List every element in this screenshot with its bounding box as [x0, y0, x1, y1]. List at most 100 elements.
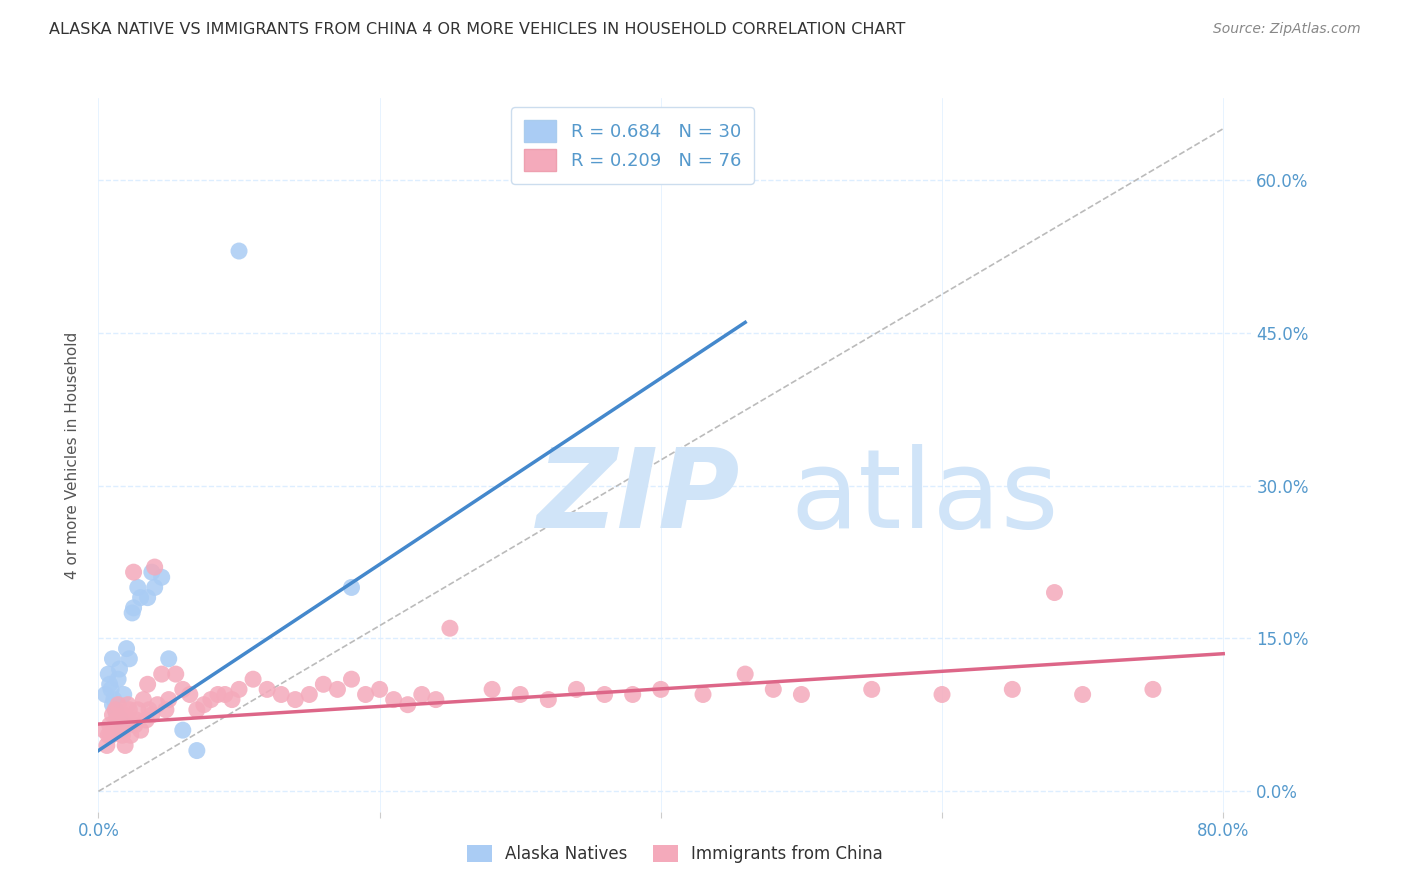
Point — [105, 707, 128, 722]
Point — [129, 591, 152, 605]
Point — [270, 688, 292, 702]
Point — [120, 728, 142, 742]
Point — [425, 692, 447, 706]
Point — [621, 688, 644, 702]
Y-axis label: 4 or more Vehicles in Household: 4 or more Vehicles in Household — [65, 331, 80, 579]
Point — [172, 723, 194, 738]
Point — [228, 244, 250, 258]
Point — [110, 713, 132, 727]
Point — [105, 713, 128, 727]
Text: ALASKA NATIVE VS IMMIGRANTS FROM CHINA 4 OR MORE VEHICLES IN HOUSEHOLD CORRELATI: ALASKA NATIVE VS IMMIGRANTS FROM CHINA 4… — [49, 22, 905, 37]
Point — [146, 698, 169, 712]
Point — [107, 698, 129, 712]
Point — [115, 713, 138, 727]
Point — [256, 682, 278, 697]
Point — [101, 707, 124, 722]
Point — [125, 713, 148, 727]
Point — [155, 703, 177, 717]
Point — [193, 698, 215, 712]
Point — [537, 692, 560, 706]
Point — [221, 692, 243, 706]
Point — [101, 652, 124, 666]
Text: atlas: atlas — [790, 444, 1059, 551]
Point — [382, 692, 405, 706]
Point — [114, 718, 136, 732]
Point — [340, 672, 363, 686]
Point — [104, 703, 127, 717]
Point — [117, 698, 139, 712]
Point — [135, 713, 157, 727]
Point — [860, 682, 883, 697]
Point — [692, 688, 714, 702]
Point — [111, 728, 134, 742]
Point — [326, 682, 349, 697]
Point — [124, 718, 146, 732]
Point — [100, 728, 122, 742]
Point — [122, 565, 145, 579]
Point — [96, 739, 118, 753]
Text: Source: ZipAtlas.com: Source: ZipAtlas.com — [1213, 22, 1361, 37]
Point — [97, 667, 120, 681]
Point — [118, 703, 141, 717]
Point — [94, 688, 117, 702]
Point — [111, 723, 134, 738]
Point — [214, 688, 236, 702]
Point — [136, 591, 159, 605]
Point — [112, 707, 135, 722]
Point — [97, 728, 120, 742]
Point — [734, 667, 756, 681]
Point — [100, 682, 122, 697]
Point — [108, 723, 131, 738]
Point — [115, 641, 138, 656]
Point — [127, 703, 149, 717]
Point — [396, 698, 419, 712]
Point — [143, 581, 166, 595]
Point — [101, 698, 124, 712]
Point — [98, 677, 121, 691]
Point — [931, 688, 953, 702]
Text: ZIP: ZIP — [537, 444, 740, 551]
Point — [108, 662, 131, 676]
Point — [790, 688, 813, 702]
Point — [122, 600, 145, 615]
Point — [200, 692, 222, 706]
Point — [411, 688, 433, 702]
Point — [110, 718, 132, 732]
Point — [93, 723, 115, 738]
Point — [112, 688, 135, 702]
Point — [186, 703, 208, 717]
Point — [157, 652, 180, 666]
Point — [186, 743, 208, 757]
Point — [150, 667, 173, 681]
Point — [150, 570, 173, 584]
Point — [129, 723, 152, 738]
Point — [298, 688, 321, 702]
Point — [141, 707, 163, 722]
Point — [179, 688, 201, 702]
Point — [593, 688, 616, 702]
Point — [98, 718, 121, 732]
Point — [118, 652, 141, 666]
Point — [107, 672, 129, 686]
Point — [1142, 682, 1164, 697]
Legend: Alaska Natives, Immigrants from China: Alaska Natives, Immigrants from China — [458, 837, 891, 871]
Point — [143, 560, 166, 574]
Point — [650, 682, 672, 697]
Point — [509, 688, 531, 702]
Point — [439, 621, 461, 635]
Point — [104, 703, 127, 717]
Point — [207, 688, 229, 702]
Point — [762, 682, 785, 697]
Point — [284, 692, 307, 706]
Point — [121, 606, 143, 620]
Point — [157, 692, 180, 706]
Point — [1001, 682, 1024, 697]
Point — [165, 667, 187, 681]
Point — [136, 677, 159, 691]
Point — [103, 692, 125, 706]
Point — [114, 739, 136, 753]
Point — [103, 723, 125, 738]
Point — [354, 688, 377, 702]
Point — [340, 581, 363, 595]
Point — [565, 682, 588, 697]
